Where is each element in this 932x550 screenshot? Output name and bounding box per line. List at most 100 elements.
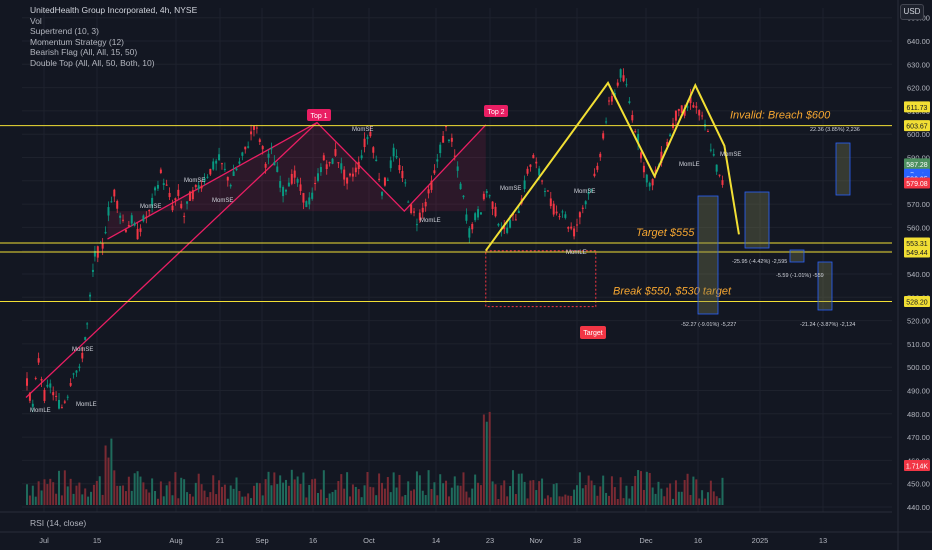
candle-body	[581, 207, 584, 209]
candle-body	[413, 211, 416, 213]
candle-body	[72, 373, 75, 375]
candle-body	[81, 352, 84, 359]
volume-bar	[418, 475, 421, 505]
candle-body	[91, 269, 94, 272]
indicator-double-top[interactable]: Double Top (All, All, 50, Both, 10)	[30, 57, 155, 68]
strategy-label: MomSE	[212, 198, 233, 204]
volume-bar	[535, 490, 538, 505]
candle-body	[637, 133, 640, 144]
volume-bar	[363, 485, 366, 505]
candle-body	[142, 215, 145, 222]
trend-line	[25, 122, 318, 398]
volume-bar	[174, 472, 177, 505]
volume-bar	[206, 497, 209, 505]
levels: Invalid: Breach $600 Target $555 Break $55…	[0, 81, 892, 302]
volume-bar	[558, 496, 561, 505]
candle-body	[459, 183, 462, 190]
candle-body	[660, 151, 663, 163]
volume-bar	[482, 414, 485, 505]
candle-body	[383, 177, 386, 186]
candle-body	[587, 192, 590, 195]
candle-body	[567, 227, 570, 229]
volume-bar	[305, 497, 308, 505]
pattern-label: Top 2	[487, 109, 504, 116]
candle-body	[299, 184, 302, 191]
candle-body	[223, 168, 226, 170]
candle-body	[491, 201, 494, 209]
volume-bar	[183, 479, 186, 505]
volume-bar	[378, 473, 381, 505]
volume-bar	[209, 492, 212, 505]
indicator-supertrend[interactable]: Supertrend (10, 3)	[30, 26, 99, 37]
candle-body	[602, 133, 605, 139]
symbol-title[interactable]: UnitedHealth Group Incorporated, 4h, NYS…	[30, 5, 198, 15]
volume-bar	[381, 482, 384, 505]
candle-body	[447, 139, 450, 142]
candle-body	[418, 212, 421, 221]
volume-bar	[465, 491, 468, 505]
candle-body	[279, 181, 282, 188]
candle-body	[506, 227, 509, 233]
candle-body	[78, 366, 81, 368]
volume-bar	[642, 489, 645, 505]
volume-bar	[575, 485, 578, 505]
candle-body	[124, 229, 127, 232]
volume-bar	[471, 488, 474, 505]
candle-body	[145, 216, 148, 218]
candle-body	[191, 190, 194, 200]
candle-body	[31, 403, 34, 407]
candle-body	[273, 162, 276, 166]
volume-bar	[651, 487, 654, 505]
time-tick-label: 15	[93, 536, 101, 545]
volume-bar	[503, 480, 506, 505]
candle-body	[677, 109, 680, 111]
volume-bar	[715, 496, 718, 505]
candle-body	[218, 154, 221, 161]
volume-bar	[110, 438, 113, 505]
time-tick-label: 23	[486, 536, 494, 545]
indicator-momentum[interactable]: Momentum Strategy (12)	[30, 36, 125, 47]
candle-body	[578, 212, 581, 218]
candle-body	[351, 173, 354, 177]
volume-bar	[596, 495, 599, 505]
candle-body	[669, 134, 672, 137]
currency-button[interactable]: USD	[900, 4, 924, 20]
candle-body	[116, 200, 119, 209]
candle-body	[514, 219, 517, 221]
time-tick-label: Jul	[39, 536, 49, 545]
volume-bar	[608, 495, 610, 505]
candle-body	[360, 155, 363, 159]
candle-body	[686, 106, 689, 108]
indicator-vol[interactable]: Vol	[30, 15, 42, 26]
price-tick-label: 500.00	[907, 363, 930, 372]
candle-body	[570, 226, 573, 229]
volume-bar	[302, 472, 305, 505]
candle-body	[255, 127, 258, 129]
volume-bar	[485, 421, 488, 505]
candle-body	[535, 161, 538, 164]
candle-body	[122, 219, 125, 221]
price-tick-label: 450.00	[907, 480, 930, 489]
candle-body	[485, 191, 488, 194]
candle-body	[599, 153, 602, 158]
candle-body	[680, 105, 683, 113]
indicator-bearish-flag[interactable]: Bearish Flag (All, All, 15, 50)	[30, 47, 138, 58]
candle-body	[180, 203, 183, 209]
candle-body	[366, 137, 369, 139]
candle-body	[584, 201, 587, 205]
candle-body	[456, 166, 459, 171]
volume-bar	[538, 481, 541, 505]
candle-body	[410, 204, 413, 214]
price-tick-label: 470.00	[907, 433, 930, 442]
level-annotation: Break $550, $530 target	[613, 286, 732, 298]
time-tick-label: Aug	[169, 536, 182, 545]
rsi-pane-label[interactable]: RSI (14, close)	[30, 518, 87, 528]
candle-body	[197, 185, 200, 190]
candle-body	[474, 213, 477, 221]
level-annotation: Target $555	[636, 227, 695, 239]
price-tick-label: 590.00	[907, 154, 930, 163]
volume-bar	[698, 498, 701, 505]
price-label-bg	[904, 295, 930, 307]
volume-bar	[34, 496, 37, 505]
